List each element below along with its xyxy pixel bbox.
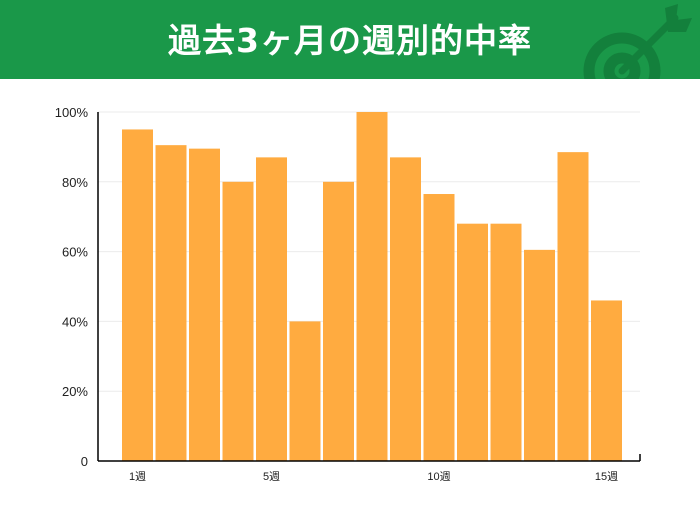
bar [356,112,388,461]
bar [256,157,287,461]
bar [289,321,321,461]
x-tick-label: 5週 [263,470,280,483]
bar [591,300,622,461]
bar [189,148,220,461]
y-tick-label: 60% [62,245,88,260]
bar [390,157,421,461]
chart-title: 過去3ヶ月の週別的中率 [168,21,532,60]
bar [457,223,488,461]
bar [122,129,153,461]
bar [490,223,522,461]
header-banner: 過去3ヶ月の週別的中率 [0,0,700,79]
y-tick-label: 40% [62,314,88,329]
bar [155,145,187,461]
bar [423,194,455,461]
x-tick-label: 10週 [427,470,450,483]
y-tick-label: 100% [55,105,89,120]
bar [323,181,354,462]
bar [524,249,555,461]
bar [557,152,589,461]
bar [222,181,254,462]
y-tick-label: 80% [62,175,88,190]
y-tick-label: 20% [62,384,88,399]
x-tick-label: 15週 [595,470,618,483]
target-arrow-icon [583,4,692,79]
y-tick-label: 0 [81,454,88,469]
x-tick-label: 1週 [129,470,146,483]
bar-chart: 0 20% 40% 60% 80% 100% 1週 5週 10週 15週 [55,105,641,483]
